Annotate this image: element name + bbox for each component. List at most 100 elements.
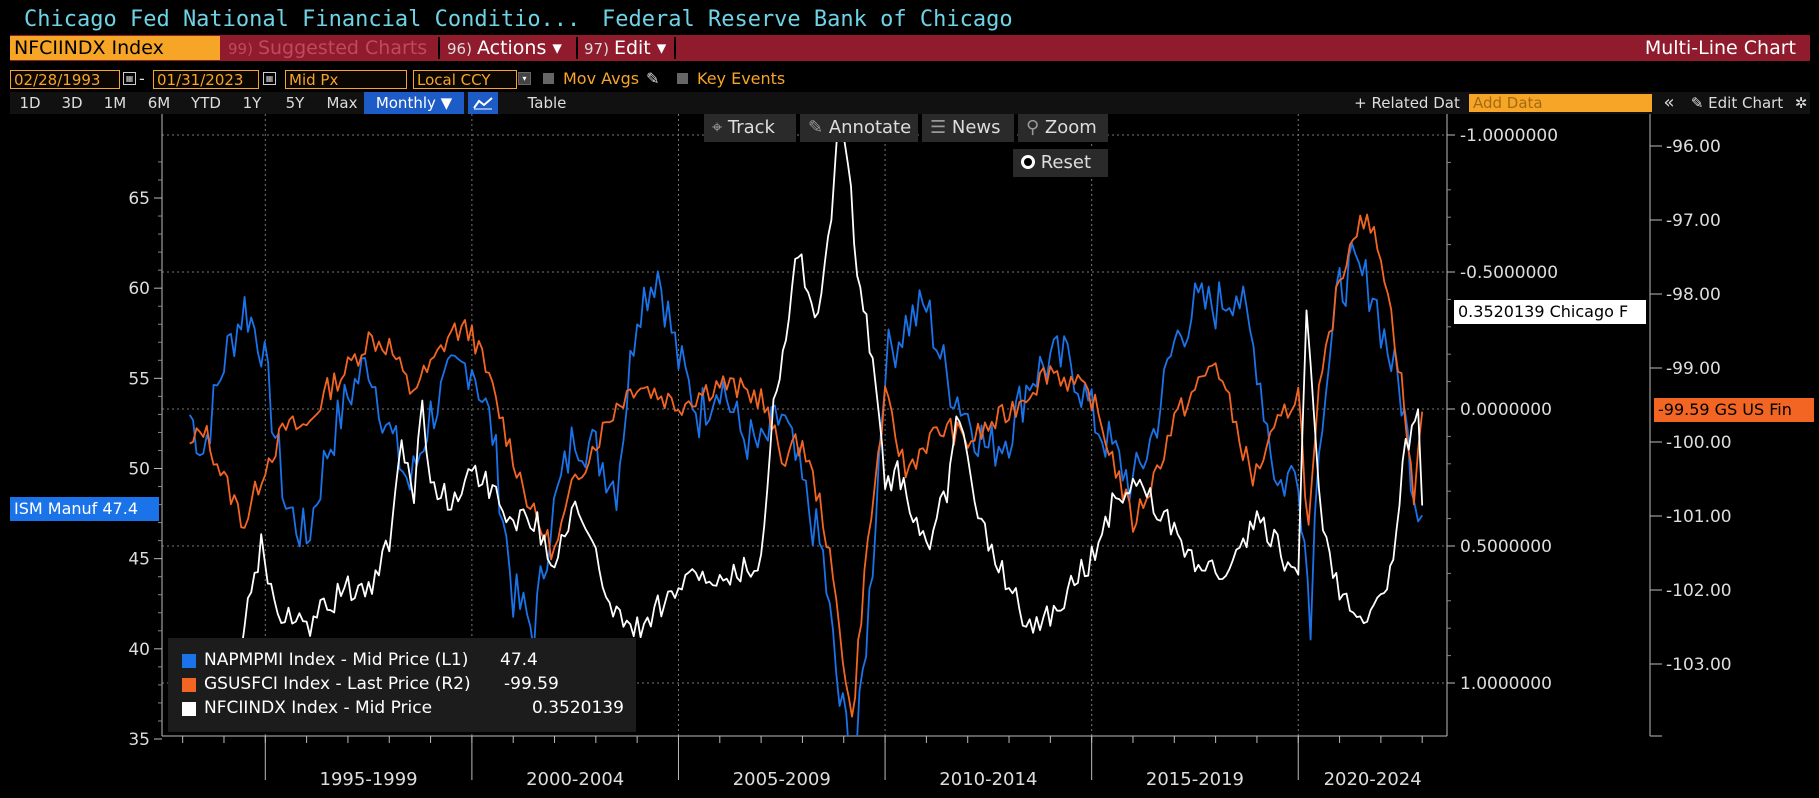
separator <box>576 37 578 59</box>
zoom-button[interactable]: ⚲ Zoom <box>1018 114 1108 142</box>
security-issuer: Federal Reserve Bank of Chicago <box>602 7 1013 32</box>
options-row: 02/28/1993 ▦ - 01/31/2023 ▦ Mid Px Local… <box>0 68 1819 90</box>
legend-value: -99.59 <box>504 674 559 694</box>
track-label: Track <box>727 117 775 138</box>
gs-last-value-flag: -99.59 GS US Fin <box>1654 398 1814 422</box>
left-tick-label: 35 <box>128 730 150 750</box>
actions-button[interactable]: 96) Actions ▾ <box>447 35 562 61</box>
range-max-button[interactable]: Max <box>326 94 358 112</box>
key-events-checkbox[interactable] <box>677 73 688 84</box>
mov-avgs-label: Mov Avgs <box>563 69 640 88</box>
table-button[interactable]: Table <box>527 94 567 112</box>
chevron-down-icon[interactable]: ▾ <box>518 72 531 85</box>
range-6m-button[interactable]: 6M <box>147 94 171 112</box>
legend-value: 0.3520139 <box>532 698 624 718</box>
range-ytd-button[interactable]: YTD <box>191 94 221 112</box>
range-5y-button[interactable]: 5Y <box>285 94 305 112</box>
separator <box>674 37 676 59</box>
left-tick-label: 55 <box>128 369 150 389</box>
chart-series <box>188 114 1424 736</box>
ism-last-value-flag: ISM Manuf 47.4 <box>10 497 159 521</box>
chart-grid <box>162 114 1447 736</box>
separator <box>438 37 440 59</box>
edit-button[interactable]: 97) Edit ▾ <box>584 35 666 61</box>
chart-axes: 1995-1999 2000-2004 2005-2009 2010-2014 2015… <box>128 114 1732 790</box>
range-3d-button[interactable]: 3D <box>61 94 83 112</box>
mov-avgs-checkbox[interactable] <box>543 73 554 84</box>
x-tick-label: 2015-2019 <box>1146 769 1244 790</box>
chart-type-label: Multi-Line Chart <box>1644 37 1796 59</box>
right2-tick-label: -100.00 <box>1666 433 1732 453</box>
line-chart-icon[interactable] <box>468 92 498 114</box>
legend-label: NAPMPMI Index - Mid Price (L1) <box>204 650 469 670</box>
edit-chart-button[interactable]: ✎ Edit Chart <box>1690 94 1784 112</box>
legend-swatch <box>182 678 196 692</box>
news-button[interactable]: ☰ News <box>922 114 1014 142</box>
suggested-charts-button[interactable]: 99) Suggested Charts <box>228 35 427 61</box>
right2-tick-label: -101.00 <box>1666 507 1732 527</box>
currency-select[interactable]: Local CCY <box>413 70 517 89</box>
legend-swatch <box>182 654 196 668</box>
edit-label: Edit ▾ <box>613 37 667 59</box>
range-1m-button[interactable]: 1M <box>103 94 127 112</box>
multi-line-chart[interactable]: 1995-1999 2000-2004 2005-2009 2010-2014 2015… <box>0 114 1819 798</box>
reset-button[interactable]: Reset <box>1013 149 1108 177</box>
gear-icon[interactable]: ✲ <box>1794 94 1808 112</box>
ticker-field[interactable]: NFCIINDX Index <box>10 36 220 60</box>
zoom-label: Zoom <box>1044 117 1097 138</box>
actions-label: Actions ▾ <box>476 37 562 59</box>
title-row: Chicago Fed National Financial Conditio.… <box>0 0 1819 35</box>
pencil-icon[interactable]: ✎ <box>646 69 660 88</box>
date-dash: - <box>139 69 145 88</box>
chart-legend: NAPMPMI Index - Mid Price (L1) 47.4 GSUS… <box>168 638 636 732</box>
right-tick-label: -1.0000000 <box>1460 126 1558 146</box>
suggested-charts-number: 99) <box>228 40 253 58</box>
left-tick-label: 60 <box>128 279 150 299</box>
range-bar: 1D 3D 1M 6M YTD 1Y 5Y Max Monthly ▼ Tabl… <box>10 92 1810 114</box>
left-tick-label: 50 <box>128 460 150 480</box>
security-long-name: Chicago Fed National Financial Conditio.… <box>24 7 581 32</box>
frequency-select[interactable]: Monthly ▼ <box>364 92 464 114</box>
right2-tick-label: -99.00 <box>1666 359 1721 379</box>
news-icon: ☰ <box>930 117 947 138</box>
annotate-label: Annotate <box>828 117 912 138</box>
reset-label: Reset <box>1040 152 1092 173</box>
right2-tick-label: -96.00 <box>1666 137 1721 157</box>
left-tick-label: 45 <box>128 550 150 570</box>
related-data-button[interactable]: + Related Dat <box>1354 94 1460 112</box>
x-tick-label: 2005-2009 <box>733 769 831 790</box>
range-1d-button[interactable]: 1D <box>19 94 41 112</box>
track-button[interactable]: ⌖ Track <box>704 114 796 142</box>
edit-number: 97) <box>584 40 609 58</box>
right-tick-label: -0.5000000 <box>1460 263 1558 283</box>
suggested-charts-label: Suggested Charts <box>257 37 428 59</box>
x-tick-label: 2020-2024 <box>1324 769 1422 790</box>
price-field-select[interactable]: Mid Px <box>285 70 407 89</box>
range-1y-button[interactable]: 1Y <box>242 94 262 112</box>
right-tick-label: 1.0000000 <box>1460 674 1552 694</box>
radio-icon <box>1021 155 1035 169</box>
add-data-field[interactable]: Add Data <box>1469 94 1652 112</box>
key-events-label: Key Events <box>697 69 786 88</box>
series-line-nfci <box>188 114 1424 691</box>
left-tick-label: 65 <box>128 189 150 209</box>
calendar-icon[interactable]: ▦ <box>123 72 136 85</box>
legend-swatch <box>182 702 196 716</box>
actions-number: 96) <box>447 40 472 58</box>
right-tick-label: 0.0000000 <box>1460 400 1552 420</box>
x-tick-label: 2010-2014 <box>939 769 1037 790</box>
calendar-icon[interactable]: ▦ <box>263 72 276 85</box>
annotate-button[interactable]: ✎ Annotate <box>800 114 918 142</box>
left-tick-label: 40 <box>128 640 150 660</box>
pencil-icon: ✎ <box>808 117 824 138</box>
end-date-field[interactable]: 01/31/2023 <box>153 70 259 89</box>
collapse-icon[interactable]: « <box>1663 92 1675 113</box>
legend-label: NFCIINDX Index - Mid Price <box>204 698 433 718</box>
start-date-field[interactable]: 02/28/1993 <box>10 70 120 89</box>
series-line-ism <box>188 242 1423 736</box>
right2-tick-label: -103.00 <box>1666 655 1732 675</box>
right2-tick-label: -98.00 <box>1666 285 1721 305</box>
news-label: News <box>951 117 1001 138</box>
x-tick-label: 2000-2004 <box>526 769 624 790</box>
legend-value: 47.4 <box>500 650 538 670</box>
